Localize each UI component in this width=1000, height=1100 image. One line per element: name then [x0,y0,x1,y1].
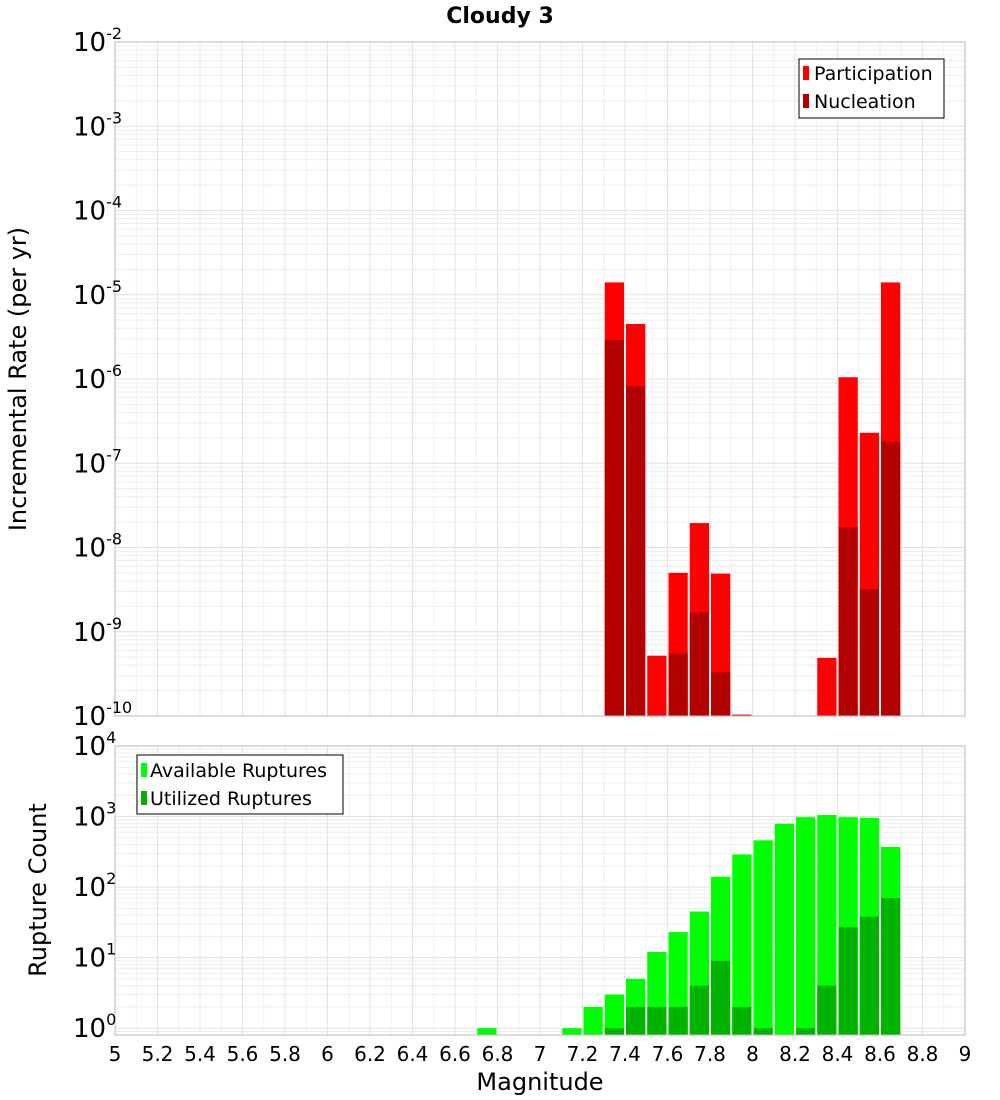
available-legend-label: Available Ruptures [150,760,327,782]
x-tick-label: 6.2 [354,1042,386,1066]
rate-bar-participation [817,657,837,716]
rate-legend-box [798,58,945,119]
rate-y-tick-label: 10-6 [73,361,122,395]
x-tick-labels: 5 5.2 5.4 5.6 5.8 6 6.2 6.4 6.6 6.8 7 7.2 7.4 7.6 7.8 8… [109,1042,972,1066]
count-y-tick-label: 100 [73,1010,116,1044]
count-bar-utilized-ruptures [881,898,901,1035]
utilized-legend-swatch [141,791,147,805]
x-tick-label: 5.4 [184,1042,216,1066]
count-bar-utilized-ruptures [732,1006,752,1035]
count-bar-available-ruptures [817,815,837,1035]
count-y-axis-title: Rupture Count [24,803,52,977]
rate-bar-nucleation [881,441,901,716]
count-bar-available-ruptures [732,854,752,1035]
rate-y-tick-label: 10-4 [73,193,122,227]
rate-bar-nucleation [689,612,709,716]
count-y-tick-labels: 100 101 102 103 104 [73,728,116,1044]
rate-legend: Participation Nucleation [798,58,945,119]
count-bar-utilized-ruptures [604,1028,624,1035]
x-tick-label: 8.8 [907,1042,939,1066]
x-tick-label: 7.8 [694,1042,726,1066]
count-bar-available-ruptures [796,817,816,1035]
count-bar-utilized-ruptures [859,916,879,1035]
count-bar-utilized-ruptures [668,1006,688,1035]
x-tick-label: 7.2 [567,1042,599,1066]
x-tick-label: 8.2 [779,1042,811,1066]
count-bar-utilized-ruptures [647,1006,667,1035]
rate-y-tick-label: 10-7 [73,445,122,479]
count-y-tick-label: 104 [73,728,116,762]
count-legend-box [136,754,344,815]
count-y-tick-label: 102 [73,869,116,903]
rate-bar-nucleation [711,672,731,716]
count-bar-utilized-ruptures [796,1028,816,1035]
count-bar-utilized-ruptures [817,985,837,1035]
rate-bar-participation [647,655,667,716]
x-tick-label: 5.8 [269,1042,301,1066]
x-tick-label: 9 [959,1042,972,1066]
rate-y-tick-label: 10-8 [73,530,122,564]
rate-y-tick-labels: 10-10 10-9 10-8 10-7 10-6 10-5 10-4 10-3 10-2 [73,24,132,732]
x-tick-label: 6.8 [482,1042,514,1066]
x-tick-label: 5.2 [142,1042,174,1066]
x-tick-label: 7 [534,1042,547,1066]
participation-legend-swatch [803,66,809,80]
count-y-tick-label: 101 [73,940,116,974]
x-axis-title: Magnitude [476,1068,603,1096]
count-bar-available-ruptures [604,994,624,1035]
nucleation-legend-swatch [803,94,809,108]
utilized-legend-label: Utilized Ruptures [150,788,312,810]
x-tick-label: 6.4 [397,1042,429,1066]
count-plot-border [114,745,966,1036]
count-bar-available-ruptures [753,840,773,1035]
rate-y-tick-label: 10-2 [73,24,122,58]
rate-y-tick-label: 10-3 [73,108,122,142]
x-tick-label: 7.6 [652,1042,684,1066]
count-bar-utilized-ruptures [689,985,709,1035]
count-legend: Available Ruptures Utilized Ruptures [136,754,344,815]
rate-bar-nucleation [859,589,879,716]
rate-grid [115,42,965,716]
count-bar-available-ruptures [477,1028,497,1035]
count-bar-available-ruptures [562,1028,582,1035]
x-tick-label: 6 [321,1042,334,1066]
x-tick-label: 7.4 [609,1042,641,1066]
x-tick-label: 8.4 [822,1042,854,1066]
x-tick-label: 6.6 [439,1042,471,1066]
rate-bar-nucleation [838,527,858,716]
rate-y-tick-label: 10-9 [73,614,122,648]
x-tick-label: 5 [109,1042,122,1066]
x-tick-label: 8.6 [864,1042,896,1066]
rate-y-tick-label: 10-5 [73,277,122,311]
count-bar-utilized-ruptures [838,927,858,1035]
x-tick-label: 8 [746,1042,759,1066]
rate-bar-nucleation [668,653,688,716]
count-bar-available-ruptures [774,823,794,1035]
rate-bar-nucleation [626,386,646,716]
count-bar-utilized-ruptures [753,1028,773,1035]
rate-bar-participation [732,714,752,716]
count-bar-available-ruptures [583,1006,603,1035]
rate-bar-nucleation [604,340,624,716]
x-tick-label: 5.6 [227,1042,259,1066]
rate-y-tick-label: 10-10 [73,698,132,732]
rate-plot-border [114,41,966,717]
count-y-tick-label: 103 [73,799,116,833]
rate-bars [604,282,901,716]
count-bars [477,815,901,1035]
chart-title: Cloudy 3 [446,4,554,29]
count-bar-utilized-ruptures [626,1006,646,1035]
nucleation-legend-label: Nucleation [814,91,916,113]
participation-legend-label: Participation [814,63,933,85]
available-legend-swatch [141,763,147,777]
count-bar-utilized-ruptures [711,960,731,1035]
rate-y-axis-title: Incremental Rate (per yr) [4,227,32,531]
